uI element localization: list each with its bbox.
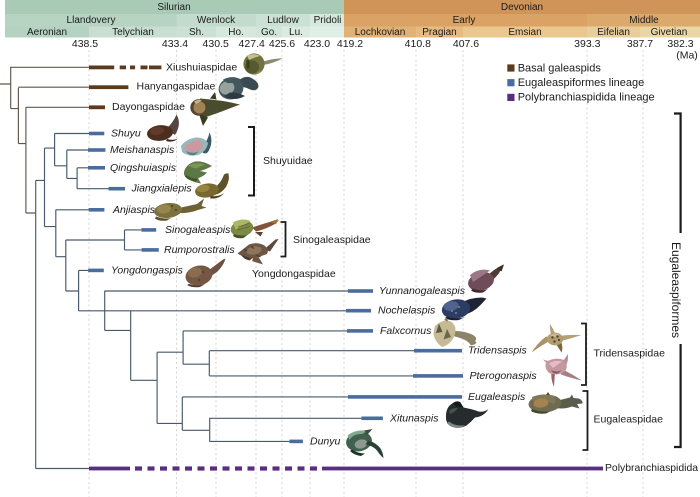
- svg-text:Falxcornus: Falxcornus: [380, 325, 432, 337]
- svg-text:Early: Early: [453, 15, 476, 26]
- svg-text:Lu.: Lu.: [289, 27, 303, 38]
- svg-text:Sh.: Sh.: [189, 27, 204, 38]
- svg-text:Tridensaspis: Tridensaspis: [468, 345, 527, 357]
- svg-text:Givetian: Givetian: [651, 27, 688, 38]
- svg-text:Llandovery: Llandovery: [67, 15, 116, 26]
- svg-text:387.7: 387.7: [627, 38, 653, 50]
- svg-text:Dunyu: Dunyu: [310, 435, 341, 447]
- svg-text:Tridensaspidae: Tridensaspidae: [594, 348, 666, 360]
- svg-text:Anjiaspis: Anjiaspis: [112, 204, 156, 216]
- svg-text:Telychian: Telychian: [112, 27, 154, 38]
- svg-text:Ludlow: Ludlow: [267, 15, 299, 26]
- svg-text:Nochelaspis: Nochelaspis: [378, 305, 436, 317]
- svg-text:Qingshuiaspis: Qingshuiaspis: [110, 162, 177, 174]
- svg-text:Yongdongaspis: Yongdongaspis: [111, 264, 184, 276]
- svg-text:Emsian: Emsian: [508, 27, 541, 38]
- svg-text:Basal galeaspids: Basal galeaspids: [518, 62, 602, 74]
- svg-text:Eugaleaspiformes: Eugaleaspiformes: [669, 242, 683, 338]
- svg-text:Xitunaspis: Xitunaspis: [389, 412, 439, 424]
- svg-text:Middle: Middle: [629, 15, 659, 26]
- svg-text:Eugaleaspis: Eugaleaspis: [468, 391, 526, 403]
- svg-text:Polybranchiaspidida: Polybranchiaspidida: [605, 463, 698, 474]
- svg-text:Eugaleaspidae: Eugaleaspidae: [594, 414, 664, 426]
- svg-text:Sinogaleaspis: Sinogaleaspis: [165, 224, 231, 236]
- svg-text:Jiangxialepis: Jiangxialepis: [131, 183, 193, 195]
- svg-text:Yongdongaspidae: Yongdongaspidae: [252, 268, 336, 280]
- svg-text:419.2: 419.2: [337, 38, 363, 50]
- svg-text:393.3: 393.3: [574, 38, 600, 50]
- svg-text:Ho.: Ho.: [228, 27, 244, 38]
- svg-text:Lochkovian: Lochkovian: [355, 27, 406, 38]
- svg-text:Meishanaspis: Meishanaspis: [110, 144, 175, 156]
- svg-text:Pterogonaspis: Pterogonaspis: [470, 370, 538, 382]
- svg-text:Hanyangaspidae: Hanyangaspidae: [137, 81, 216, 93]
- svg-text:425.6: 425.6: [269, 38, 295, 50]
- svg-text:410.8: 410.8: [405, 38, 431, 50]
- svg-text:Wenlock: Wenlock: [197, 15, 236, 26]
- svg-text:438.5: 438.5: [72, 38, 98, 50]
- svg-text:Sinogaleaspidae: Sinogaleaspidae: [293, 234, 371, 246]
- svg-text:Devonian: Devonian: [501, 2, 543, 13]
- svg-text:Rumporostralis: Rumporostralis: [164, 244, 235, 256]
- svg-text:(Ma): (Ma): [676, 50, 698, 62]
- svg-text:Eugaleaspiformes lineage: Eugaleaspiformes lineage: [518, 77, 645, 89]
- svg-text:Pragian: Pragian: [422, 27, 456, 38]
- svg-text:Pridoli: Pridoli: [314, 15, 342, 26]
- svg-text:433.4: 433.4: [162, 38, 188, 50]
- svg-text:427.4: 427.4: [239, 38, 265, 50]
- svg-text:Silurian: Silurian: [157, 2, 190, 13]
- svg-text:423.0: 423.0: [304, 38, 330, 50]
- svg-text:430.5: 430.5: [203, 38, 229, 50]
- svg-text:Polybranchiaspidida lineage: Polybranchiaspidida lineage: [518, 92, 655, 104]
- svg-text:Shuyu: Shuyu: [111, 128, 141, 140]
- svg-text:Aeronian: Aeronian: [27, 27, 67, 38]
- svg-text:Go.: Go.: [261, 27, 277, 38]
- svg-text:382.3: 382.3: [667, 38, 693, 50]
- svg-text:Shuyuidae: Shuyuidae: [263, 155, 313, 167]
- svg-text:Eifelian: Eifelian: [597, 27, 630, 38]
- svg-text:Dayongaspidae: Dayongaspidae: [112, 101, 185, 113]
- svg-text:407.6: 407.6: [453, 38, 479, 50]
- svg-text:Yunnanogaleaspis: Yunnanogaleaspis: [379, 285, 466, 297]
- svg-text:Xiushuiaspidae: Xiushuiaspidae: [166, 62, 237, 74]
